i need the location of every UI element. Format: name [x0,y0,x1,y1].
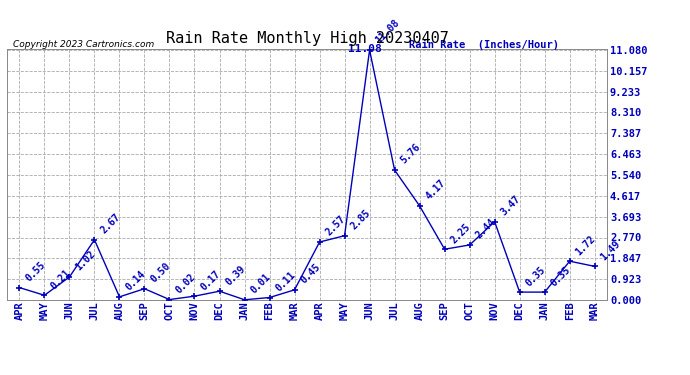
Text: 0.11: 0.11 [274,270,297,293]
Text: 2.85: 2.85 [348,208,373,231]
Text: 2.25: 2.25 [448,221,473,245]
Text: Copyright 2023 Cartronics.com: Copyright 2023 Cartronics.com [13,40,154,49]
Text: 0.50: 0.50 [148,261,172,285]
Text: 1.49: 1.49 [599,238,622,262]
Text: 0.55: 0.55 [23,260,47,284]
Text: 0.01: 0.01 [248,272,273,296]
Text: Rain Rate  (Inches/Hour): Rain Rate (Inches/Hour) [409,40,559,50]
Text: 0.21: 0.21 [48,267,72,291]
Title: Rain Rate Monthly High 20230407: Rain Rate Monthly High 20230407 [166,31,448,46]
Text: 4.17: 4.17 [424,178,447,202]
Text: 0.02: 0.02 [174,272,197,296]
Text: 0.17: 0.17 [199,268,222,292]
Text: 11.08: 11.08 [374,18,402,46]
Text: 5.76: 5.76 [399,142,422,166]
Text: 1.72: 1.72 [574,233,598,257]
Text: 1.02: 1.02 [74,249,97,273]
Text: 2.44: 2.44 [474,217,497,241]
Text: 3.47: 3.47 [499,194,522,217]
Text: 11.08: 11.08 [348,44,382,54]
Text: 0.35: 0.35 [549,264,573,288]
Text: 2.57: 2.57 [324,214,347,238]
Text: 0.14: 0.14 [124,269,147,292]
Text: 0.35: 0.35 [524,264,547,288]
Text: 0.45: 0.45 [299,262,322,286]
Text: 2.67: 2.67 [99,212,122,236]
Text: 0.39: 0.39 [224,263,247,287]
